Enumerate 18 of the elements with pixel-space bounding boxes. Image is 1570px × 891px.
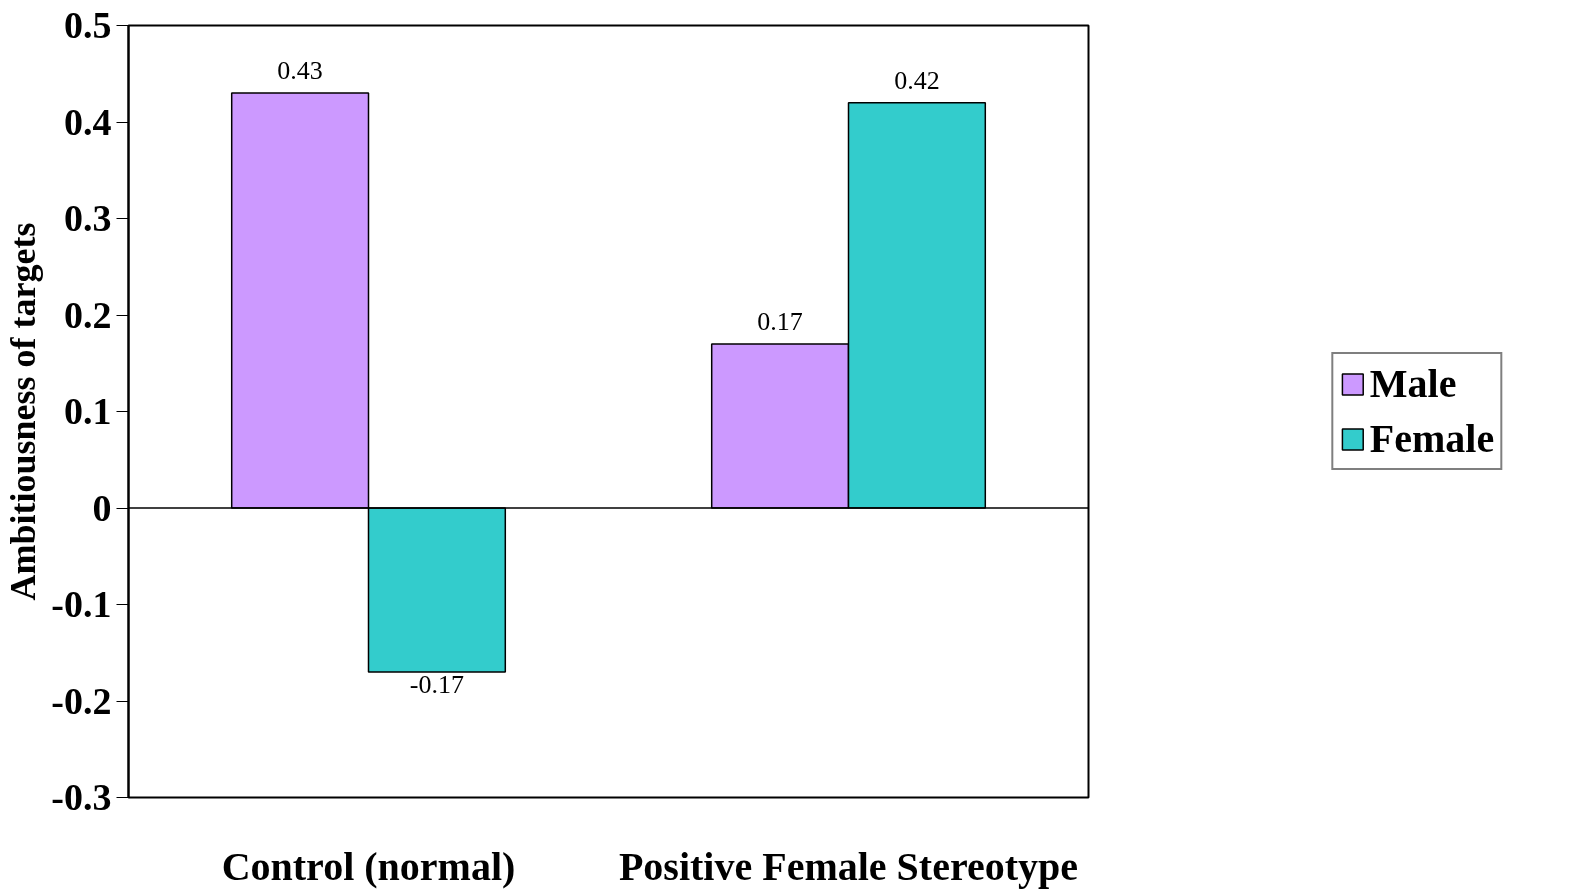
y-tick-label: 0.5 [64,4,112,46]
data-label: -0.17 [409,670,464,700]
legend-label: Male [1369,360,1457,407]
data-label: 0.42 [894,65,940,95]
x-tick-label: Control (normal) [221,843,516,889]
legend-label: Female [1369,415,1495,462]
y-tick-label: -0.2 [51,679,112,722]
y-tick-label: 0 [92,486,112,529]
y-tick-label: -0.3 [51,776,112,818]
y-tick-label: 0.3 [64,197,112,239]
y-axis-title: Ambitiousness of targets [3,222,44,601]
y-tick-label: 0.4 [64,100,112,143]
y-tick-label: -0.1 [51,583,112,625]
y-tick-label: 0.1 [64,390,112,432]
data-label: 0.17 [757,306,803,336]
data-label: 0.43 [277,56,323,86]
x-tick-label: Positive Female Stereotype [618,843,1079,889]
y-tick-label: 0.2 [64,293,112,336]
